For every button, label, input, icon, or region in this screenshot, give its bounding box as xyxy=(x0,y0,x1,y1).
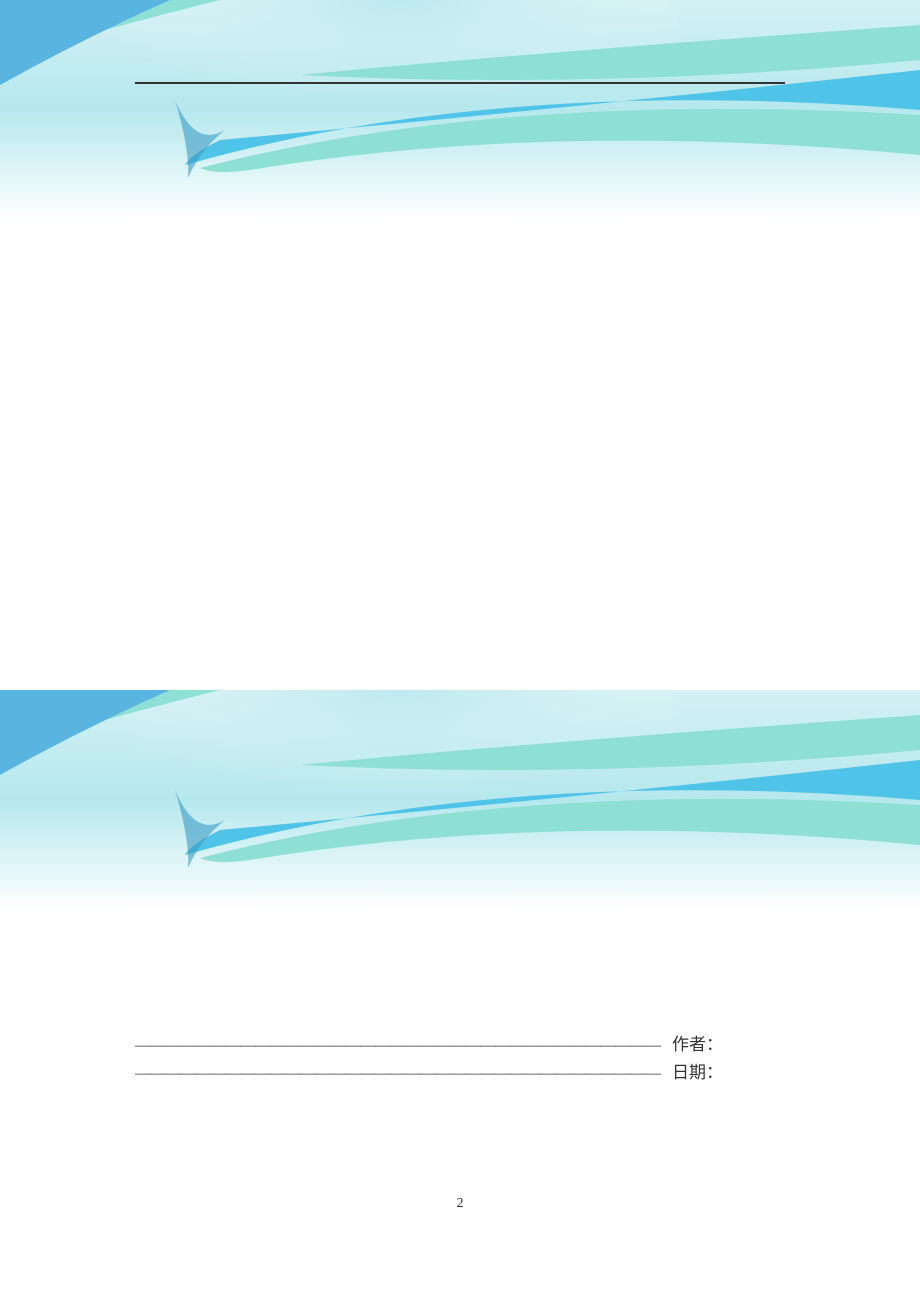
date-signature-line: ——————————————————————————————————— 日期： xyxy=(135,1058,723,1083)
author-dash-line: ——————————————————————————————————— xyxy=(135,1037,660,1055)
date-label: 日期： xyxy=(672,1058,723,1083)
wave-svg-bottom xyxy=(0,690,920,910)
decorative-wave-top xyxy=(0,0,920,220)
decorative-wave-bottom xyxy=(0,690,920,910)
date-dash-line: ——————————————————————————————————— xyxy=(135,1065,660,1083)
wave-svg-top xyxy=(0,0,920,220)
page-number: 2 xyxy=(0,1196,920,1212)
title-underline xyxy=(135,82,785,84)
author-label: 作者： xyxy=(672,1030,723,1055)
author-signature-line: ——————————————————————————————————— 作者： xyxy=(135,1030,723,1055)
